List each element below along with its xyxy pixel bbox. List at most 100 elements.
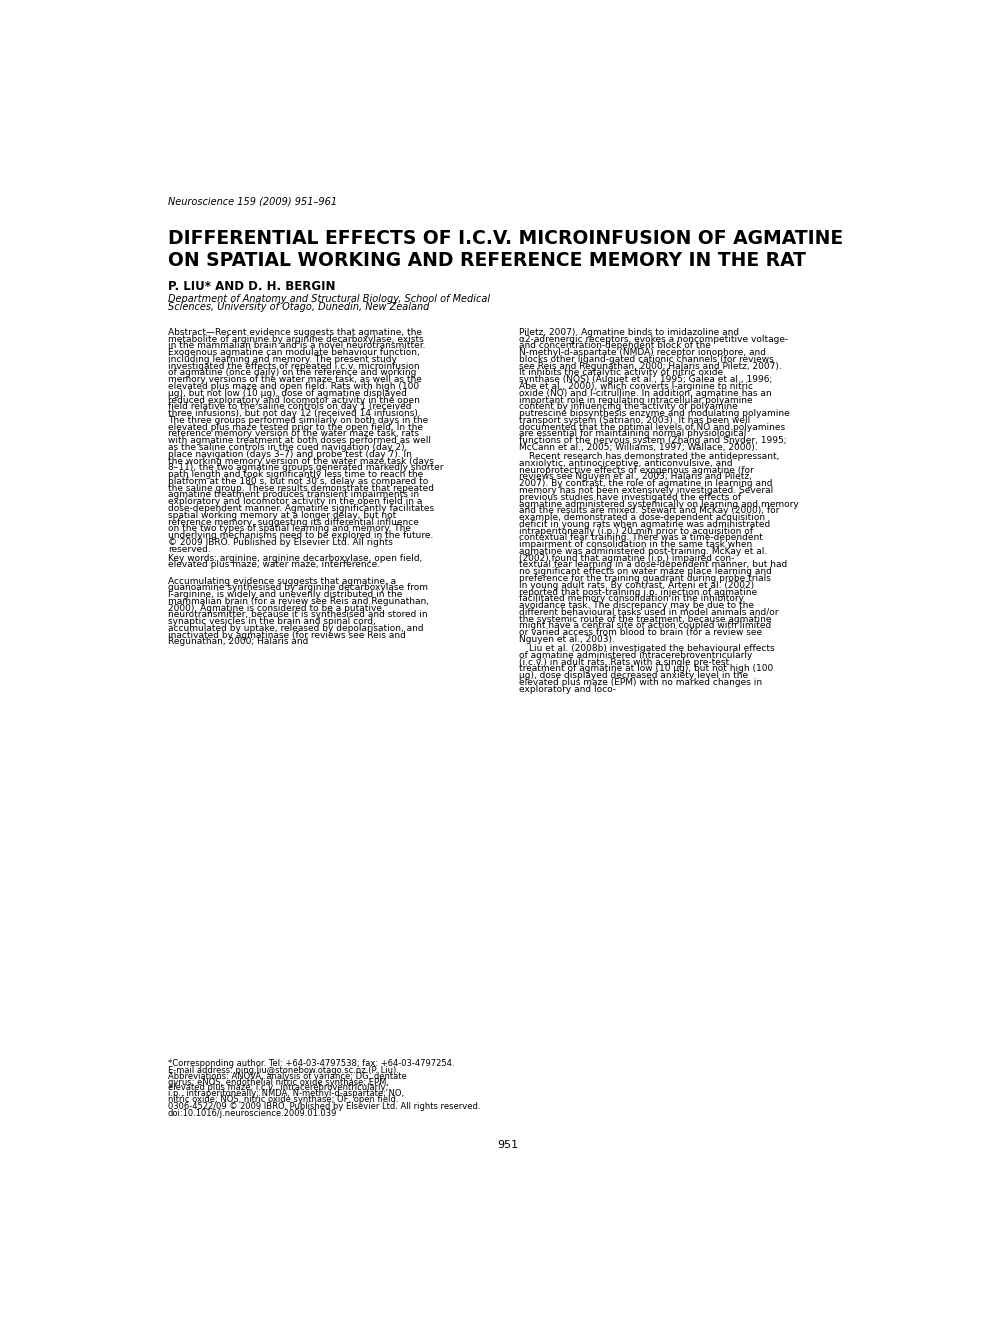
Text: deficit in young rats when agmatine was administrated: deficit in young rats when agmatine was … xyxy=(519,520,770,529)
Text: agmatine treatment produces transient impairments in: agmatine treatment produces transient im… xyxy=(168,491,419,499)
Text: Regunathan, 2000; Halaris and: Regunathan, 2000; Halaris and xyxy=(168,638,308,647)
Text: McCann et al., 2005; Williams, 1997; Wallace, 2000).: McCann et al., 2005; Williams, 1997; Wal… xyxy=(519,444,757,451)
Text: E-mail address: ping.liu@stonebow.otago.sc.nz (P. Liu).: E-mail address: ping.liu@stonebow.otago.… xyxy=(168,1065,399,1074)
Text: place navigation (days 3–7) and probe test (day 7). In: place navigation (days 3–7) and probe te… xyxy=(168,450,412,459)
Text: spatial working memory at a longer delay, but not: spatial working memory at a longer delay… xyxy=(168,511,396,520)
Text: and concentration-dependent block of the: and concentration-dependent block of the xyxy=(519,342,711,350)
Text: textual fear learning in a dose-dependent manner, but had: textual fear learning in a dose-dependen… xyxy=(519,561,787,569)
Text: Accumulating evidence suggests that agmatine, a: Accumulating evidence suggests that agma… xyxy=(168,577,396,586)
Text: l-arginine, is widely and unevenly distributed in the: l-arginine, is widely and unevenly distr… xyxy=(168,590,402,599)
Text: investigated the effects of repeated i.c.v. microinfusion: investigated the effects of repeated i.c… xyxy=(168,362,420,371)
Text: Neuroscience 159 (2009) 951–961: Neuroscience 159 (2009) 951–961 xyxy=(168,197,337,207)
Text: of agmatine administered intracerebroventricularly: of agmatine administered intracerebroven… xyxy=(519,651,752,660)
Text: neurotransmitter, because it is synthesised and stored in: neurotransmitter, because it is synthesi… xyxy=(168,610,428,619)
Text: documented that the optimal levels of NO and polyamines: documented that the optimal levels of NO… xyxy=(519,422,785,432)
Text: important role in regulating intracellular polyamine: important role in regulating intracellul… xyxy=(519,396,752,404)
Text: contextual fear training. There was a time-dependent: contextual fear training. There was a ti… xyxy=(519,533,763,543)
Text: memory versions of the water maze task, as well as the: memory versions of the water maze task, … xyxy=(168,375,422,384)
Text: exploratory and locomotor activity in the open field in a: exploratory and locomotor activity in th… xyxy=(168,498,423,506)
Text: inactivated by agmatinase (for reviews see Reis and: inactivated by agmatinase (for reviews s… xyxy=(168,631,406,640)
Text: no significant effects on water maze place learning and: no significant effects on water maze pla… xyxy=(519,568,772,577)
Text: DIFFERENTIAL EFFECTS OF I.C.V. MICROINFUSION OF AGMATINE: DIFFERENTIAL EFFECTS OF I.C.V. MICROINFU… xyxy=(168,230,843,248)
Text: putrescine biosynthesis enzyme and modulating polyamine: putrescine biosynthesis enzyme and modul… xyxy=(519,409,790,418)
Text: 0306-4522/09 © 2009 IBRO. Published by Elsevier Ltd. All rights reserved.: 0306-4522/09 © 2009 IBRO. Published by E… xyxy=(168,1102,480,1111)
Text: Abstract—Recent evidence suggests that agmatine, the: Abstract—Recent evidence suggests that a… xyxy=(168,327,422,337)
Text: N-methyl-d-aspartate (NMDA) receptor ionophore, and: N-methyl-d-aspartate (NMDA) receptor ion… xyxy=(519,348,766,358)
Text: Abe et al., 2000), which converts l-arginine to nitric: Abe et al., 2000), which converts l-argi… xyxy=(519,381,753,391)
Text: impairment of consolidation in the same task when: impairment of consolidation in the same … xyxy=(519,540,752,549)
Text: facilitated memory consolidation in the inhibitory: facilitated memory consolidation in the … xyxy=(519,594,744,603)
Text: see Reis and Regunathan, 2000; Halaris and Piletz, 2007).: see Reis and Regunathan, 2000; Halaris a… xyxy=(519,362,782,371)
Text: platform at the 180 s, but not 30 s, delay as compared to: platform at the 180 s, but not 30 s, del… xyxy=(168,477,428,486)
Text: of agmatine (once daily) on the reference and working: of agmatine (once daily) on the referenc… xyxy=(168,368,417,378)
Text: μg), dose displayed decreased anxiety level in the: μg), dose displayed decreased anxiety le… xyxy=(519,671,748,680)
Text: blocks other ligand-gated cationic channels (for reviews: blocks other ligand-gated cationic chann… xyxy=(519,355,774,364)
Text: avoidance task. The discrepancy may be due to the: avoidance task. The discrepancy may be d… xyxy=(519,601,754,610)
Text: Department of Anatomy and Structural Biology, School of Medical: Department of Anatomy and Structural Bio… xyxy=(168,294,490,304)
Text: synaptic vesicles in the brain and spinal cord,: synaptic vesicles in the brain and spina… xyxy=(168,618,375,626)
Text: metabolite of arginine by arginine decarboxylase, exists: metabolite of arginine by arginine decar… xyxy=(168,334,424,343)
Text: (2002) found that agmatine (i.p.) impaired con-: (2002) found that agmatine (i.p.) impair… xyxy=(519,553,735,562)
Text: in young adult rats. By contrast, Arteni et al. (2002): in young adult rats. By contrast, Arteni… xyxy=(519,581,754,590)
Text: the systemic route of the treatment, because agmatine: the systemic route of the treatment, bec… xyxy=(519,615,771,624)
Text: (i.c.v.) in adult rats. Rats with a single pre-test: (i.c.v.) in adult rats. Rats with a sing… xyxy=(519,657,729,667)
Text: path length and took significantly less time to reach the: path length and took significantly less … xyxy=(168,470,423,479)
Text: underlying mechanisms need to be explored in the future.: underlying mechanisms need to be explore… xyxy=(168,531,434,540)
Text: exploratory and loco-: exploratory and loco- xyxy=(519,685,616,694)
Text: reviews see Nguyen et al., 2003; Halaris and Piletz,: reviews see Nguyen et al., 2003; Halaris… xyxy=(519,473,751,482)
Text: preference for the training quadrant during probe trials: preference for the training quadrant dur… xyxy=(519,574,771,583)
Text: dose-dependent manner. Agmatine significantly facilitates: dose-dependent manner. Agmatine signific… xyxy=(168,504,434,513)
Text: Recent research has demonstrated the antidepressant,: Recent research has demonstrated the ant… xyxy=(529,451,779,461)
Text: Abbreviations: ANOVA, analysis of variance; DG, dentate: Abbreviations: ANOVA, analysis of varian… xyxy=(168,1072,407,1081)
Text: the saline group. These results demonstrate that repeated: the saline group. These results demonstr… xyxy=(168,483,434,492)
Text: elevated plus maze tested prior to the open field. In the: elevated plus maze tested prior to the o… xyxy=(168,422,423,432)
Text: 2000). Agmatine is considered to be a putative: 2000). Agmatine is considered to be a pu… xyxy=(168,603,382,612)
Text: ON SPATIAL WORKING AND REFERENCE MEMORY IN THE RAT: ON SPATIAL WORKING AND REFERENCE MEMORY … xyxy=(168,251,806,269)
Text: or varied access from blood to brain (for a review see: or varied access from blood to brain (fo… xyxy=(519,628,762,638)
Text: example, demonstrated a dose-dependent acquisition: example, demonstrated a dose-dependent a… xyxy=(519,513,765,523)
Text: and the results are mixed. Stewart and McKay (2000), for: and the results are mixed. Stewart and M… xyxy=(519,507,779,515)
Text: doi:10.1016/j.neuroscience.2009.01.039: doi:10.1016/j.neuroscience.2009.01.039 xyxy=(168,1109,338,1118)
Text: *Corresponding author. Tel: +64-03-4797538; fax: +64-03-4797254.: *Corresponding author. Tel: +64-03-47975… xyxy=(168,1059,454,1068)
Text: three infusions), but not day 12 (received 14 infusions).: three infusions), but not day 12 (receiv… xyxy=(168,409,421,418)
Text: different behavioural tasks used in model animals and/or: different behavioural tasks used in mode… xyxy=(519,609,778,616)
Text: 8–11), the two agmatine groups generated markedly shorter: 8–11), the two agmatine groups generated… xyxy=(168,463,444,473)
Text: nitric oxide; NOS, nitric oxide synthase; OF, open field.: nitric oxide; NOS, nitric oxide synthase… xyxy=(168,1094,398,1104)
Text: reported that post-training i.p. injection of agmatine: reported that post-training i.p. injecti… xyxy=(519,587,757,597)
Text: anxiolytic, antinociceptive, anticonvulsive, and: anxiolytic, antinociceptive, anticonvuls… xyxy=(519,459,733,467)
Text: reduced exploratory and locomotor activity in the open: reduced exploratory and locomotor activi… xyxy=(168,396,420,404)
Text: Key words: arginine, arginine decarboxylase, open field,: Key words: arginine, arginine decarboxyl… xyxy=(168,553,423,562)
Text: α2-adrenergic receptors, evokes a noncompetitive voltage-: α2-adrenergic receptors, evokes a noncom… xyxy=(519,334,788,343)
Text: Nguyen et al., 2003).: Nguyen et al., 2003). xyxy=(519,635,615,644)
Text: gyrus; eNOS, endothelial nitric oxide synthase; EPM,: gyrus; eNOS, endothelial nitric oxide sy… xyxy=(168,1077,389,1086)
Text: Sciences, University of Otago, Dunedin, New Zealand: Sciences, University of Otago, Dunedin, … xyxy=(168,302,430,313)
Text: might have a central site of action coupled with limited: might have a central site of action coup… xyxy=(519,622,771,631)
Text: including learning and memory. The present study: including learning and memory. The prese… xyxy=(168,355,397,364)
Text: with agmatine treatment at both doses performed as well: with agmatine treatment at both doses pe… xyxy=(168,436,431,445)
Text: the working memory version of the water maze task (days: the working memory version of the water … xyxy=(168,457,434,466)
Text: are essential for maintaining normal physiological: are essential for maintaining normal phy… xyxy=(519,429,746,438)
Text: on the two types of spatial learning and memory. The: on the two types of spatial learning and… xyxy=(168,524,411,533)
Text: elevated plus maze, water maze, interference.: elevated plus maze, water maze, interfer… xyxy=(168,561,380,569)
Text: elevated plus maze (EPM) with no marked changes in: elevated plus maze (EPM) with no marked … xyxy=(519,678,762,686)
Text: transport system (Satriano, 2003). It has been well: transport system (Satriano, 2003). It ha… xyxy=(519,416,750,425)
Text: as the saline controls in the cued navigation (day 2),: as the saline controls in the cued navig… xyxy=(168,444,407,451)
Text: P. LIU* AND D. H. BERGIN: P. LIU* AND D. H. BERGIN xyxy=(168,280,336,293)
Text: agmatine administered systemically on learning and memory: agmatine administered systemically on le… xyxy=(519,499,799,508)
Text: reserved.: reserved. xyxy=(168,545,211,553)
Text: guanoamine synthesised by arginine decarboxylase from: guanoamine synthesised by arginine decar… xyxy=(168,583,428,593)
Text: in the mammalian brain and is a novel neurotransmitter.: in the mammalian brain and is a novel ne… xyxy=(168,342,426,350)
Text: μg), but not low (10 μg), dose of agmatine displayed: μg), but not low (10 μg), dose of agmati… xyxy=(168,389,407,397)
Text: content by influencing the activity of polyamine: content by influencing the activity of p… xyxy=(519,403,738,412)
Text: Piletz, 2007). Agmatine binds to imidazoline and: Piletz, 2007). Agmatine binds to imidazo… xyxy=(519,327,740,337)
Text: synthase (NOS) (Auguet et al., 1995; Galea et al., 1996;: synthase (NOS) (Auguet et al., 1995; Gal… xyxy=(519,375,772,384)
Text: i.p., intraperitoneally; NMDA, N-methyl-d-aspartate; NO,: i.p., intraperitoneally; NMDA, N-methyl-… xyxy=(168,1089,404,1098)
Text: neuroprotective effects of exogenous agmatine (for: neuroprotective effects of exogenous agm… xyxy=(519,466,753,475)
Text: mammalian brain (for a review see Reis and Regunathan,: mammalian brain (for a review see Reis a… xyxy=(168,597,429,606)
Text: oxide (NO) and l-citrulline. In addition, agmatine has an: oxide (NO) and l-citrulline. In addition… xyxy=(519,389,771,397)
Text: Exogenous agmatine can modulate behaviour function,: Exogenous agmatine can modulate behaviou… xyxy=(168,348,420,358)
Text: functions of the nervous system (Zhang and Snyder, 1995;: functions of the nervous system (Zhang a… xyxy=(519,436,787,445)
Text: elevated plus maze; i.c.v., intracerebroventricularly;: elevated plus maze; i.c.v., intracerebro… xyxy=(168,1084,388,1093)
Text: Liu et al. (2008b) investigated the behavioural effects: Liu et al. (2008b) investigated the beha… xyxy=(529,644,775,653)
Text: reference memory, suggesting its differential influence: reference memory, suggesting its differe… xyxy=(168,517,419,527)
